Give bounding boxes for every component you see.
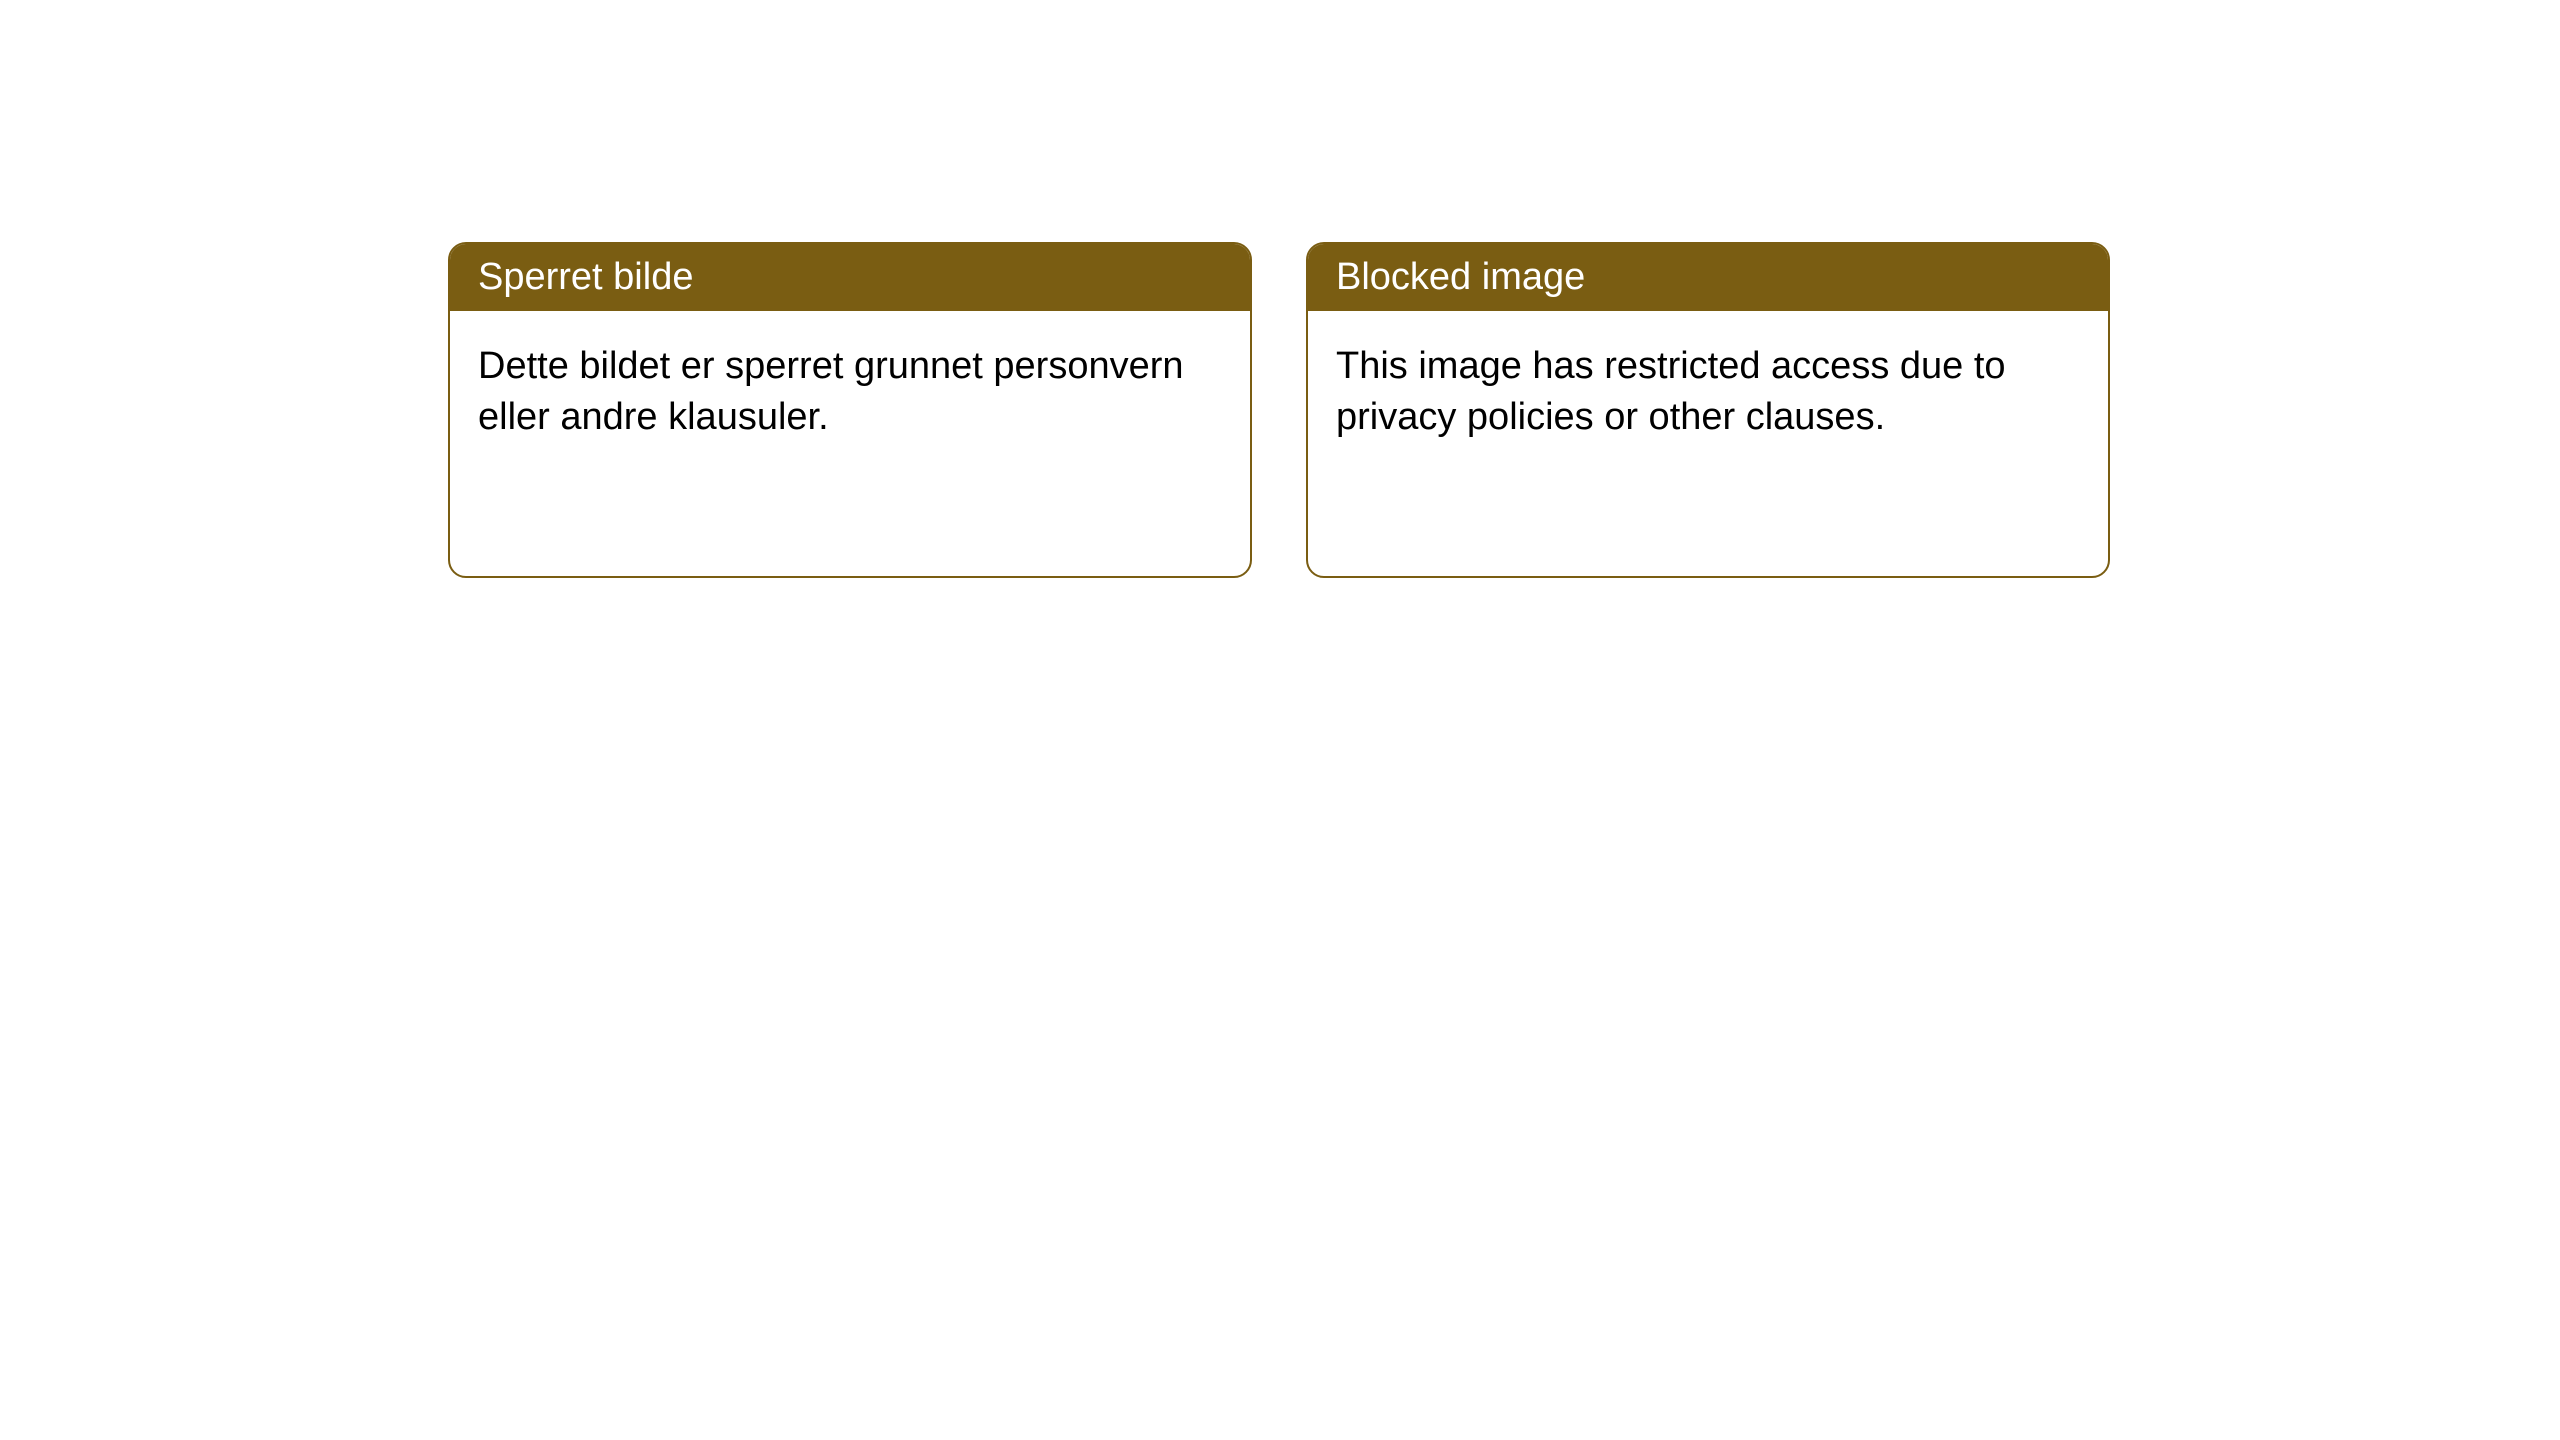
card-body-text: Dette bildet er sperret grunnet personve… [478,345,1184,438]
card-header: Sperret bilde [450,244,1250,311]
card-header: Blocked image [1308,244,2108,311]
notice-cards-container: Sperret bilde Dette bildet er sperret gr… [448,242,2110,578]
card-title: Sperret bilde [478,256,693,298]
card-body: This image has restricted access due to … [1308,311,2108,474]
notice-card-norwegian: Sperret bilde Dette bildet er sperret gr… [448,242,1252,578]
notice-card-english: Blocked image This image has restricted … [1306,242,2110,578]
card-title: Blocked image [1336,256,1585,298]
card-body-text: This image has restricted access due to … [1336,345,2006,438]
card-body: Dette bildet er sperret grunnet personve… [450,311,1250,474]
